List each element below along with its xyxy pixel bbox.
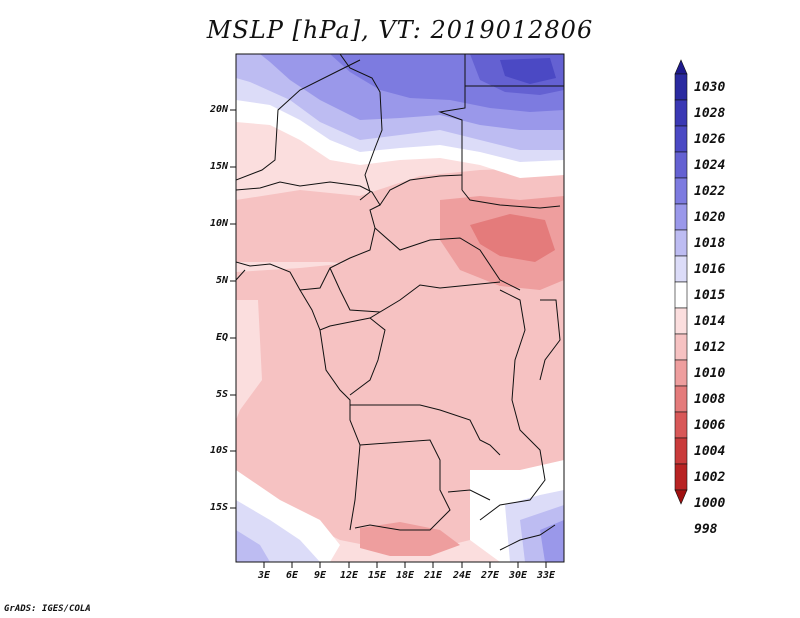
colorbar-swatch-1012 — [674, 307, 688, 335]
lon-label-24e: 24E — [452, 570, 472, 581]
lat-ticks — [230, 109, 236, 509]
colorbar-label-1004: 1004 — [694, 444, 726, 459]
credit-text: GrADS: IGES/COLA — [4, 604, 91, 614]
lon-ticks — [263, 562, 547, 568]
lon-label-27e: 27E — [480, 570, 500, 581]
lat-label-5s: 5S — [215, 389, 228, 400]
lat-label-10s: 10S — [209, 445, 228, 456]
lat-label-eq: EQ — [215, 332, 228, 343]
colorbar-swatch-1026 — [674, 99, 688, 127]
lon-label-12e: 12E — [339, 570, 359, 581]
map-frame — [235, 53, 565, 563]
colorbar-label-1012: 1012 — [694, 340, 726, 355]
colorbar-label-1018: 1018 — [694, 236, 726, 251]
colorbar-label-998: 998 — [694, 522, 718, 537]
colorbar-label-1002: 1002 — [694, 470, 726, 485]
colorbar-swatch-1015 — [674, 255, 688, 283]
colorbar-label-1026: 1026 — [694, 132, 726, 147]
lat-label-5n: 5N — [215, 275, 228, 286]
colorbar-swatch-1020 — [674, 177, 688, 205]
colorbar-label-1022: 1022 — [694, 184, 726, 199]
pressure-field — [236, 54, 564, 562]
colorbar-swatch-1018 — [674, 203, 688, 231]
lon-label-33e: 33E — [536, 570, 556, 581]
colorbar-swatch-1010 — [674, 333, 688, 361]
colorbar-swatch-1014 — [674, 281, 688, 309]
colorbar-label-1008: 1008 — [694, 392, 726, 407]
lon-label-3e: 3E — [257, 570, 271, 581]
colorbar-swatch-1028 — [674, 73, 688, 101]
colorbar-label-1024: 1024 — [694, 158, 726, 173]
lat-label-15s: 15S — [209, 502, 228, 513]
lon-label-15e: 15E — [367, 570, 387, 581]
colorbar-bottom-arrow — [674, 489, 688, 505]
lon-label-9e: 9E — [313, 570, 327, 581]
lat-label-20n: 20N — [209, 104, 228, 115]
colorbar-label-1014: 1014 — [694, 314, 726, 329]
country-borders — [236, 54, 564, 551]
colorbar-swatch-1024 — [674, 125, 688, 153]
colorbar-swatch-1006 — [674, 385, 688, 413]
colorbar-label-1016: 1016 — [694, 262, 726, 277]
map-title: MSLP [hPa], VT: 2019012806 — [206, 16, 594, 44]
lon-label-30e: 30E — [508, 570, 528, 581]
lon-label-6e: 6E — [285, 570, 299, 581]
colorbar-swatch-1008 — [674, 359, 688, 387]
colorbar-label-1010: 1010 — [694, 366, 726, 381]
colorbar-label-1030: 1030 — [694, 80, 726, 95]
colorbar-swatch-1022 — [674, 151, 688, 179]
colorbar-label-1028: 1028 — [694, 106, 726, 121]
lon-label-21e: 21E — [423, 570, 443, 581]
colorbar — [674, 59, 688, 505]
colorbar-label-1020: 1020 — [694, 210, 726, 225]
colorbar-top-arrow — [674, 59, 688, 75]
colorbar-swatch-1002 — [674, 437, 688, 465]
colorbar-swatch-1016 — [674, 229, 688, 257]
lat-label-15n: 15N — [209, 161, 228, 172]
colorbar-label-1000: 1000 — [694, 496, 726, 511]
lon-label-18e: 18E — [395, 570, 415, 581]
colorbar-label-1006: 1006 — [694, 418, 726, 433]
colorbar-swatch-1000 — [674, 463, 688, 491]
lat-label-10n: 10N — [209, 218, 228, 229]
colorbar-label-1015: 1015 — [694, 288, 726, 303]
colorbar-swatch-1004 — [674, 411, 688, 439]
